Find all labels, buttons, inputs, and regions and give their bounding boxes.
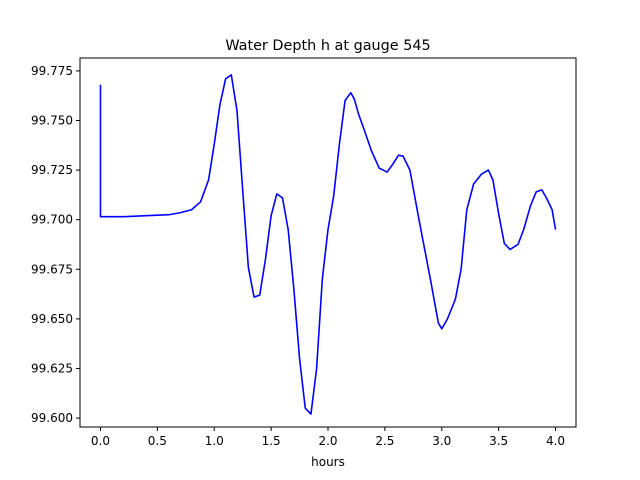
x-tick-label: 1.5 xyxy=(262,434,281,448)
chart-title: Water Depth h at gauge 545 xyxy=(225,38,430,54)
x-tick-label: 0.0 xyxy=(91,434,110,448)
y-tick-label: 99.725 xyxy=(31,163,73,177)
y-tick-label: 99.625 xyxy=(31,361,73,375)
x-tick-label: 3.5 xyxy=(489,434,508,448)
plot-area: 0.0 0.5 1.0 1.5 2.0 2.5 3.0 3.5 4.0 99.600 99.625 9… xyxy=(31,57,577,448)
y-tick-label: 99.700 xyxy=(31,213,73,227)
y-tick-label: 99.750 xyxy=(31,113,73,127)
x-tick-label: 1.0 xyxy=(205,434,224,448)
x-tick-label: 2.5 xyxy=(375,434,394,448)
y-tick-label: 99.600 xyxy=(31,411,73,425)
x-tick-label: 0.5 xyxy=(148,434,167,448)
y-tick-label: 99.650 xyxy=(31,312,73,326)
x-axis-label: hours xyxy=(311,455,345,469)
y-tick-label: 99.775 xyxy=(31,64,73,78)
x-tick-label: 3.0 xyxy=(432,434,451,448)
x-tick-label: 4.0 xyxy=(546,434,565,448)
series-line-0 xyxy=(99,74,557,415)
x-tick-label: 2.0 xyxy=(318,434,337,448)
y-tick-label: 99.675 xyxy=(31,262,73,276)
